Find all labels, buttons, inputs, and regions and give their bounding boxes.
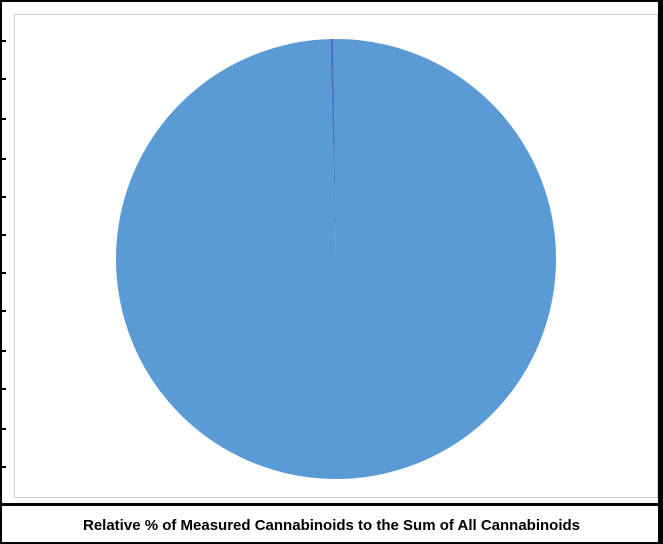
- left-edge-ticks: [0, 0, 10, 504]
- pie-slice-1: [330, 39, 336, 260]
- edge-tick: [0, 272, 6, 274]
- edge-tick: [0, 78, 6, 80]
- edge-tick: [0, 428, 6, 430]
- edge-tick: [0, 350, 6, 352]
- edge-tick: [0, 158, 6, 160]
- edge-tick: [0, 310, 6, 312]
- caption-divider: [0, 503, 663, 506]
- pie-slice-0: [115, 39, 556, 480]
- edge-tick: [0, 466, 6, 468]
- chart-caption: Relative % of Measured Cannabinoids to t…: [83, 516, 580, 534]
- edge-tick: [0, 118, 6, 120]
- edge-tick: [0, 196, 6, 198]
- edge-tick: [0, 40, 6, 42]
- edge-tick: [0, 388, 6, 390]
- edge-tick: [0, 234, 6, 236]
